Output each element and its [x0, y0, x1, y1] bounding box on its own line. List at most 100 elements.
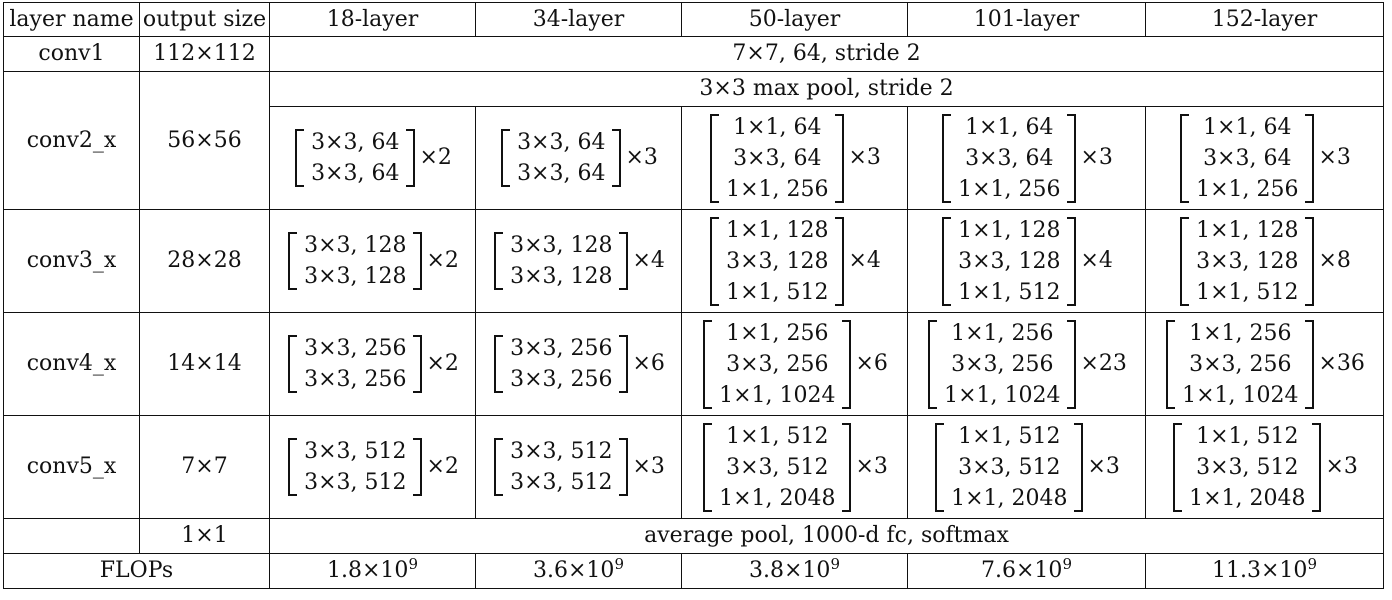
flops-mantissa: 7.6×10 — [981, 558, 1063, 583]
conv4-block-101-layer: 1×1, 256 3×3, 256 1×1, 1024 ×23 — [907, 312, 1146, 416]
block-layer-line: 3×3, 64 — [517, 161, 606, 186]
conv4-output-size: 14×14 — [139, 312, 270, 416]
conv5-block-18-layer: 3×3, 512 3×3, 512 ×2 — [269, 415, 476, 519]
block-multiplier: ×3 — [1080, 145, 1113, 170]
block-layer-line: 3×3, 64 — [733, 145, 822, 171]
block-layer-line: 3×3, 64 — [965, 145, 1054, 171]
right-bracket — [1067, 319, 1077, 409]
flops-exponent: 9 — [614, 555, 624, 573]
block-layer-line: 1×1, 128 — [958, 217, 1061, 243]
block-matrix: 3×3, 512 3×3, 512 — [492, 436, 630, 498]
final-spec: average pool, 1000-d fc, softmax — [269, 518, 1384, 554]
conv4-block-152-layer: 1×1, 256 3×3, 256 1×1, 1024 ×36 — [1145, 312, 1384, 416]
left-bracket — [288, 438, 298, 496]
flops-exponent: 9 — [830, 555, 840, 573]
conv5-name: conv5_x — [3, 415, 140, 519]
conv3-block-18-layer: 3×3, 128 3×3, 128 ×2 — [269, 209, 476, 313]
left-bracket — [501, 129, 511, 187]
block-group: 3×3, 256 3×3, 256 ×6 — [492, 333, 665, 395]
block-layer-line: 3×3, 128 — [1196, 248, 1299, 274]
flops-mantissa: 3.8×10 — [749, 558, 831, 583]
right-bracket — [1074, 422, 1084, 512]
left-bracket — [710, 113, 720, 203]
right-bracket — [1305, 216, 1315, 306]
block-layer-line: 1×1, 1024 — [719, 382, 836, 408]
left-bracket — [288, 335, 298, 393]
right-bracket — [619, 335, 629, 393]
flops-101-layer: 7.6×109 — [907, 553, 1146, 589]
header-18-layer: 18-layer — [269, 2, 476, 37]
conv5-output-size: 7×7 — [139, 415, 270, 519]
block-layer-line: 3×3, 512 — [726, 454, 829, 480]
block-layer-line: 3×3, 128 — [510, 233, 613, 258]
block-layer-line: 3×3, 512 — [510, 470, 613, 495]
flops-exponent: 9 — [1062, 555, 1072, 573]
block-matrix: 1×1, 512 3×3, 512 1×1, 2048 — [933, 421, 1085, 514]
conv1-spec: 7×7, 64, stride 2 — [269, 36, 1384, 72]
left-bracket — [288, 232, 298, 290]
header-output-size: output size — [139, 2, 270, 37]
block-group: 1×1, 256 3×3, 256 1×1, 1024 ×23 — [926, 318, 1127, 411]
block-matrix: 1×1, 64 3×3, 64 1×1, 256 — [940, 112, 1078, 205]
block-layer-line: 1×1, 128 — [1196, 217, 1299, 243]
block-multiplier: ×3 — [632, 454, 665, 479]
conv1-row: conv1 112×112 7×7, 64, stride 2 — [3, 36, 1384, 72]
conv4-block-34-layer: 3×3, 256 3×3, 256 ×6 — [475, 312, 682, 416]
block-layer-line: 3×3, 64 — [311, 130, 400, 155]
block-multiplier: ×2 — [426, 351, 459, 376]
conv2-block-34-layer: 3×3, 64 3×3, 64 ×3 — [475, 106, 682, 210]
block-group: 1×1, 128 3×3, 128 1×1, 512 ×4 — [940, 215, 1113, 308]
flops-34-layer: 3.6×109 — [475, 553, 682, 589]
block-layer-line: 3×3, 256 — [510, 367, 613, 392]
conv4-row: conv4_x 14×14 3×3, 256 3×3, 256 ×2 3×3, 256… — [3, 312, 1384, 416]
right-bracket — [1305, 319, 1315, 409]
left-bracket — [710, 216, 720, 306]
block-layer-line: 1×1, 64 — [733, 114, 822, 140]
right-bracket — [413, 335, 423, 393]
conv2-block-152-layer: 1×1, 64 3×3, 64 1×1, 256 ×3 — [1145, 106, 1384, 210]
conv3-name: conv3_x — [3, 209, 140, 313]
right-bracket — [413, 438, 423, 496]
block-layer-line: 1×1, 256 — [726, 176, 829, 202]
block-multiplier: ×6 — [855, 351, 888, 376]
final-name-empty — [3, 518, 140, 554]
block-group: 3×3, 64 3×3, 64 ×2 — [293, 127, 452, 189]
conv2-name: conv2_x — [3, 71, 140, 210]
block-layer-line: 3×3, 512 — [304, 470, 407, 495]
block-layer-line: 3×3, 256 — [726, 351, 829, 377]
left-bracket — [494, 438, 504, 496]
block-layer-line: 3×3, 512 — [958, 454, 1061, 480]
block-group: 3×3, 512 3×3, 512 ×2 — [286, 436, 459, 498]
block-group: 1×1, 256 3×3, 256 1×1, 1024 ×36 — [1164, 318, 1365, 411]
block-layer-line: 1×1, 256 — [726, 320, 829, 346]
block-layer-line: 1×1, 1024 — [1182, 382, 1299, 408]
block-group: 1×1, 512 3×3, 512 1×1, 2048 ×3 — [933, 421, 1120, 514]
conv2-block-101-layer: 1×1, 64 3×3, 64 1×1, 256 ×3 — [907, 106, 1146, 210]
flops-18-layer: 1.8×109 — [269, 553, 476, 589]
block-layer-line: 1×1, 2048 — [719, 485, 836, 511]
left-bracket — [1173, 422, 1183, 512]
block-layer-line: 3×3, 128 — [726, 248, 829, 274]
header-152-layer: 152-layer — [1145, 2, 1384, 37]
block-layer-line: 1×1, 64 — [965, 114, 1054, 140]
right-bracket — [835, 113, 845, 203]
right-bracket — [619, 438, 629, 496]
conv1-output-size: 112×112 — [139, 36, 270, 72]
block-multiplier: ×4 — [848, 248, 881, 273]
block-layer-line: 1×1, 64 — [1203, 114, 1292, 140]
conv5-block-152-layer: 1×1, 512 3×3, 512 1×1, 2048 ×3 — [1145, 415, 1384, 519]
final-row: 1×1 average pool, 1000-d fc, softmax — [3, 518, 1384, 554]
left-bracket — [494, 335, 504, 393]
block-group: 1×1, 512 3×3, 512 1×1, 2048 ×3 — [701, 421, 888, 514]
right-bracket — [1312, 422, 1322, 512]
conv2-pool-row: conv2_x 56×56 3×3 max pool, stride 2 — [3, 71, 1384, 210]
flops-mantissa: 3.6×10 — [533, 558, 615, 583]
block-group: 3×3, 256 3×3, 256 ×2 — [286, 333, 459, 395]
right-bracket — [1305, 113, 1315, 203]
flops-mantissa: 11.3×10 — [1212, 558, 1308, 583]
block-matrix: 1×1, 512 3×3, 512 1×1, 2048 — [701, 421, 853, 514]
block-layer-line: 1×1, 512 — [958, 423, 1061, 449]
block-group: 3×3, 512 3×3, 512 ×3 — [492, 436, 665, 498]
block-multiplier: ×8 — [1318, 248, 1351, 273]
block-layer-line: 1×1, 512 — [726, 423, 829, 449]
